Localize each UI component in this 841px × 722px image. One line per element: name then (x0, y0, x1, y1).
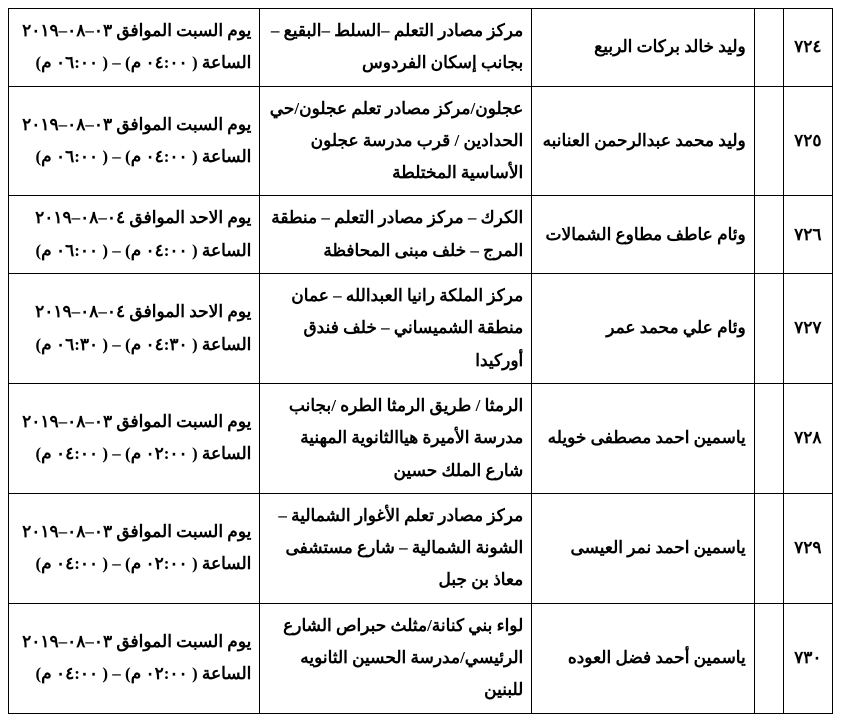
row-name: وليد محمد عبدالرحمن العنانبه (532, 86, 754, 196)
table-row: ٧٢٧ وئام علي محمد عمر مركز الملكة رانيا … (9, 274, 833, 384)
row-location: مركز مصادر التعلم –السلط –البقيع –بجانب … (260, 9, 532, 87)
row-datetime: يوم السبت الموافق ٠٣–٠٨–٢٠١٩ الساعة ( ٠٢… (9, 383, 260, 493)
row-number: ٧٢٥ (783, 86, 832, 196)
row-name: وئام عاطف مطاوع الشمالات (532, 196, 754, 274)
row-datetime: يوم الاحد الموافق ٠٤–٠٨–٢٠١٩ الساعة ( ٠٤… (9, 274, 260, 384)
row-name: ياسمين احمد نمر العيسى (532, 493, 754, 603)
row-name: ياسمين أحمد فضل العوده (532, 603, 754, 713)
row-name: ياسمين احمد مصطفى خويله (532, 383, 754, 493)
table-row: ٧٣٠ ياسمين أحمد فضل العوده لواء بني كنان… (9, 603, 833, 713)
row-empty (754, 196, 783, 274)
row-name: وليد خالد بركات الربيع (532, 9, 754, 87)
schedule-tbody: ٧٢٤ وليد خالد بركات الربيع مركز مصادر ال… (9, 9, 833, 714)
row-empty (754, 603, 783, 713)
row-empty (754, 86, 783, 196)
row-number: ٧٢٩ (783, 493, 832, 603)
row-location: مركز مصادر تعلم الأغوار الشمالية – الشون… (260, 493, 532, 603)
table-row: ٧٢٤ وليد خالد بركات الربيع مركز مصادر ال… (9, 9, 833, 87)
row-datetime: يوم السبت الموافق ٠٣–٠٨–٢٠١٩ الساعة ( ٠٢… (9, 603, 260, 713)
row-number: ٧٢٦ (783, 196, 832, 274)
schedule-table: ٧٢٤ وليد خالد بركات الربيع مركز مصادر ال… (8, 8, 833, 714)
row-location: الكرك – مركز مصادر التعلم – منطقة المرج … (260, 196, 532, 274)
row-empty (754, 9, 783, 87)
row-number: ٧٣٠ (783, 603, 832, 713)
row-datetime: يوم الاحد الموافق ٠٤–٠٨–٢٠١٩ الساعة ( ٠٤… (9, 196, 260, 274)
row-number: ٧٢٧ (783, 274, 832, 384)
row-location: لواء بني كنانة/مثلث حبراص الشارع الرئيسي… (260, 603, 532, 713)
table-row: ٧٢٥ وليد محمد عبدالرحمن العنانبه عجلون/م… (9, 86, 833, 196)
row-datetime: يوم السبت الموافق ٠٣–٠٨–٢٠١٩ الساعة ( ٠٤… (9, 86, 260, 196)
row-location: الرمثا / طريق الرمثا الطره /بجانب مدرسة … (260, 383, 532, 493)
row-number: ٧٢٨ (783, 383, 832, 493)
row-name: وئام علي محمد عمر (532, 274, 754, 384)
row-empty (754, 383, 783, 493)
table-row: ٧٢٨ ياسمين احمد مصطفى خويله الرمثا / طري… (9, 383, 833, 493)
row-datetime: يوم السبت الموافق ٠٣–٠٨–٢٠١٩ الساعة ( ٠٢… (9, 493, 260, 603)
row-location: عجلون/مركز مصادر تعلم عجلون/حي الحدادين … (260, 86, 532, 196)
row-number: ٧٢٤ (783, 9, 832, 87)
row-datetime: يوم السبت الموافق ٠٣–٠٨–٢٠١٩ الساعة ( ٠٤… (9, 9, 260, 87)
row-location: مركز الملكة رانيا العبدالله – عمان منطقة… (260, 274, 532, 384)
row-empty (754, 274, 783, 384)
table-row: ٧٢٩ ياسمين احمد نمر العيسى مركز مصادر تع… (9, 493, 833, 603)
row-empty (754, 493, 783, 603)
table-row: ٧٢٦ وئام عاطف مطاوع الشمالات الكرك – مرك… (9, 196, 833, 274)
